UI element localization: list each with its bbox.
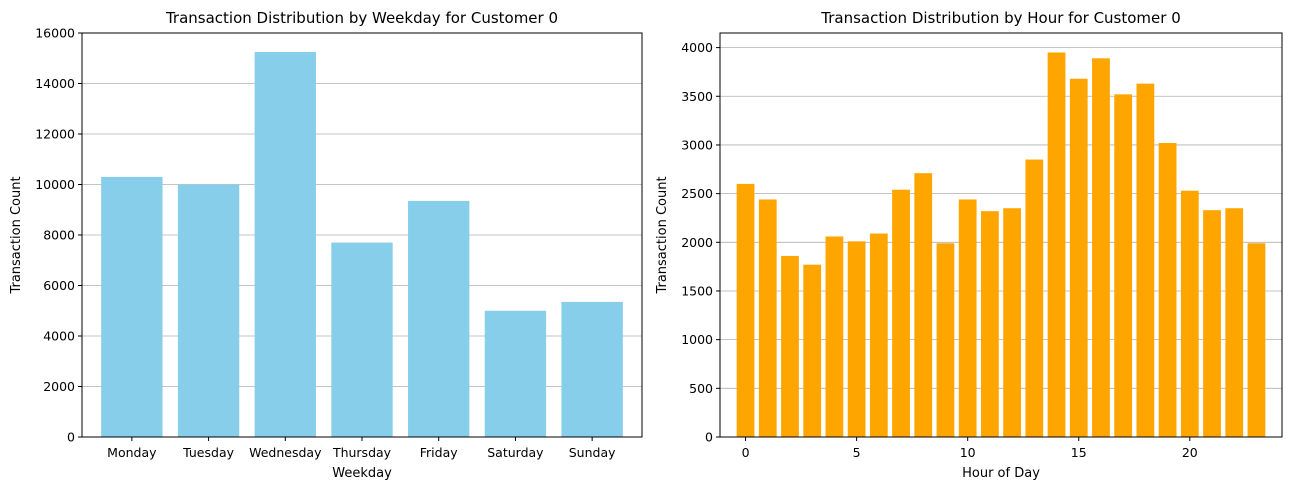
- hour-bar-10: [958, 199, 977, 437]
- weekday-bar-saturday: [484, 310, 547, 437]
- hour-bars: [736, 52, 1266, 438]
- weekday-bar-friday: [408, 200, 470, 437]
- weekday-bar-wednesday: [254, 51, 316, 437]
- weekday-y-tick-label: 2000: [43, 379, 75, 394]
- hour-y-tick-label: 3500: [681, 89, 713, 104]
- hour-bar-22: [1225, 208, 1244, 437]
- weekday-x-axis-label: Weekday: [332, 466, 392, 481]
- weekday-y-tick-label: 0: [67, 430, 75, 445]
- weekday-x-ticks: Monday Tuesday Wednesday Thursday Friday Satu…: [107, 437, 616, 460]
- hour-bar-9: [936, 243, 955, 437]
- weekday-bar-tuesday: [177, 184, 240, 437]
- weekday-bar-monday: [101, 176, 163, 438]
- hour-x-tick-label: 15: [1071, 445, 1087, 460]
- hour-y-tick-label: 0: [705, 430, 713, 445]
- weekday-chart: Transaction Distribution by Weekday for …: [9, 9, 643, 481]
- weekday-y-ticks: 0 2000 4000 6000 8000 10000 12000 14000 16000: [35, 26, 82, 445]
- weekday-bars: [101, 51, 623, 438]
- hour-y-ticks: 0 500 1000 1500 2000 2500 3000 3500 4000: [681, 40, 720, 445]
- hour-bar-12: [1003, 208, 1021, 437]
- hour-bar-8: [914, 173, 933, 437]
- weekday-bar-thursday: [331, 242, 393, 437]
- hour-bar-18: [1136, 83, 1155, 437]
- weekday-y-tick-label: 16000: [35, 26, 75, 41]
- hour-bar-1: [758, 199, 777, 437]
- hour-axes-frame: [719, 32, 1283, 438]
- hour-y-tick-label: 1000: [681, 332, 713, 347]
- hour-y-tick-label: 2000: [681, 235, 713, 250]
- hour-y-tick-label: 2500: [681, 186, 713, 201]
- hour-bar-7: [892, 189, 910, 437]
- hour-bar-4: [825, 236, 844, 437]
- weekday-x-tick-label: Saturday: [487, 445, 544, 460]
- hour-y-tick-label: 1500: [681, 283, 713, 298]
- weekday-x-tick-label: Wednesday: [249, 445, 322, 460]
- hour-bar-15: [1069, 78, 1088, 438]
- hour-bar-14: [1047, 52, 1066, 437]
- hour-bar-19: [1158, 143, 1177, 437]
- hour-y-axis-label: Transaction Count: [655, 176, 670, 294]
- hour-y-tick-label: 4000: [681, 40, 713, 55]
- hour-x-tick-label: 5: [853, 445, 861, 460]
- hour-bar-3: [803, 264, 822, 437]
- hour-x-ticks: 0 5 10 15 20: [742, 437, 1198, 460]
- weekday-x-tick-label: Monday: [107, 445, 157, 460]
- hour-x-tick-label: 20: [1182, 445, 1198, 460]
- hour-bar-11: [981, 211, 999, 437]
- weekday-x-tick-label: Thursday: [332, 445, 392, 460]
- hour-bar-17: [1114, 94, 1133, 437]
- hour-y-tick-label: 3000: [681, 137, 713, 152]
- weekday-chart-title: Transaction Distribution by Weekday for …: [165, 9, 558, 27]
- hour-chart: Transaction Distribution by Hour for Cus…: [655, 9, 1283, 481]
- weekday-y-tick-label: 4000: [43, 329, 75, 344]
- hour-chart-title: Transaction Distribution by Hour for Cus…: [820, 9, 1181, 27]
- weekday-y-tick-label: 8000: [43, 228, 75, 243]
- hour-bar-23: [1247, 243, 1266, 437]
- weekday-y-axis-label: Transaction Count: [9, 176, 24, 294]
- weekday-x-tick-label: Tuesday: [182, 445, 234, 460]
- weekday-y-tick-label: 12000: [35, 127, 75, 142]
- hour-bar-5: [847, 241, 866, 437]
- hour-x-tick-label: 0: [742, 445, 750, 460]
- hour-y-tick-label: 500: [689, 381, 713, 396]
- hour-bar-0: [736, 183, 755, 437]
- weekday-y-tick-label: 10000: [35, 177, 75, 192]
- weekday-y-tick-label: 14000: [35, 76, 75, 91]
- hour-bar-2: [781, 255, 799, 437]
- hour-bar-13: [1025, 159, 1044, 438]
- hour-x-axis-label: Hour of Day: [962, 466, 1040, 481]
- hour-bar-16: [1092, 58, 1110, 437]
- weekday-x-tick-label: Friday: [420, 445, 458, 460]
- hour-x-tick-label: 10: [960, 445, 976, 460]
- weekday-x-tick-label: Sunday: [569, 445, 616, 460]
- hour-bar-6: [869, 233, 888, 437]
- hour-bar-20: [1180, 190, 1199, 437]
- weekday-y-tick-label: 6000: [43, 278, 75, 293]
- hour-bar-21: [1203, 210, 1221, 437]
- weekday-bar-sunday: [561, 301, 623, 437]
